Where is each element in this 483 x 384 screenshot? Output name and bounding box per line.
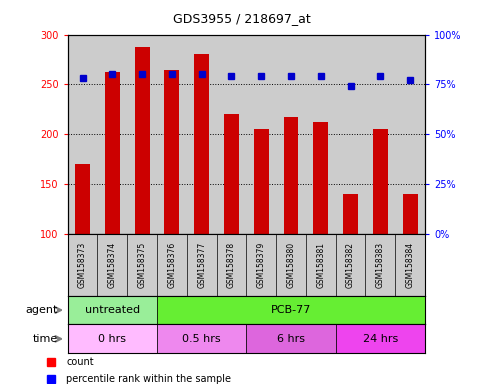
Bar — [194, 53, 209, 234]
Bar — [403, 194, 418, 234]
Text: GSM158382: GSM158382 — [346, 242, 355, 288]
Bar — [254, 129, 269, 234]
Bar — [336, 324, 425, 353]
Bar — [157, 324, 246, 353]
Text: PCB-77: PCB-77 — [271, 305, 311, 315]
Text: time: time — [33, 334, 58, 344]
Text: GSM158377: GSM158377 — [197, 242, 206, 288]
Text: GSM158383: GSM158383 — [376, 242, 385, 288]
Bar — [224, 114, 239, 234]
Text: agent: agent — [26, 305, 58, 315]
Text: 6 hrs: 6 hrs — [277, 334, 305, 344]
Text: GSM158375: GSM158375 — [138, 242, 146, 288]
Text: percentile rank within the sample: percentile rank within the sample — [66, 374, 231, 384]
Bar — [164, 70, 179, 234]
Text: 24 hrs: 24 hrs — [363, 334, 398, 344]
Text: 0 hrs: 0 hrs — [99, 334, 126, 344]
Bar — [68, 324, 157, 353]
Bar — [343, 194, 358, 234]
Bar — [75, 164, 90, 234]
Text: GSM158374: GSM158374 — [108, 242, 117, 288]
Text: GSM158384: GSM158384 — [406, 242, 414, 288]
Bar — [313, 122, 328, 234]
Text: GDS3955 / 218697_at: GDS3955 / 218697_at — [172, 12, 311, 25]
Text: count: count — [66, 357, 94, 367]
Bar — [135, 46, 150, 234]
Text: GSM158376: GSM158376 — [168, 242, 176, 288]
Bar — [284, 118, 298, 234]
Text: untreated: untreated — [85, 305, 140, 315]
Bar — [373, 129, 388, 234]
Bar — [157, 296, 425, 324]
Text: GSM158381: GSM158381 — [316, 242, 325, 288]
Text: GSM158373: GSM158373 — [78, 242, 87, 288]
Bar — [105, 71, 120, 234]
Bar — [246, 324, 336, 353]
Text: GSM158378: GSM158378 — [227, 242, 236, 288]
Text: GSM158380: GSM158380 — [286, 242, 296, 288]
Text: GSM158379: GSM158379 — [257, 242, 266, 288]
Bar — [68, 296, 157, 324]
Text: 0.5 hrs: 0.5 hrs — [183, 334, 221, 344]
